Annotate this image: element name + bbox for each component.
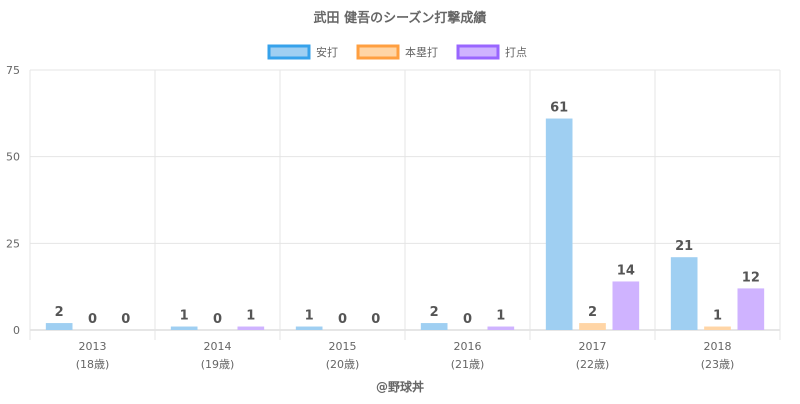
data-label: 12 [742,270,760,285]
bar [737,288,765,330]
data-label: 2 [588,305,597,320]
bar [704,326,731,330]
x-tick-sublabel: (21歳) [451,358,485,371]
x-tick-label: 2014 [204,340,232,353]
x-tick-sublabel: (23歳) [701,358,735,371]
data-label: 0 [213,312,222,327]
y-tick-label: 50 [6,151,20,164]
x-tick-sublabel: (20歳) [326,358,360,371]
data-label: 1 [246,309,255,324]
grid [29,69,781,340]
data-label: 2 [430,305,439,320]
bar [420,323,448,330]
bar [45,323,73,330]
bar [612,281,640,330]
bar [295,326,323,330]
legend-swatch [456,44,500,60]
chart-footer: @野球丼 [376,379,424,394]
bar [487,326,515,330]
legend-swatch [356,44,400,60]
bar [170,326,198,330]
bar [670,257,698,330]
legend: 安打 本塁打 打点 [267,44,527,60]
data-label: 0 [88,312,97,327]
y-tick-label: 75 [6,64,20,77]
x-tick-label: 2013 [79,340,107,353]
data-label: 2 [55,305,64,320]
data-label: 21 [675,239,693,254]
data-label: 0 [463,312,472,327]
data-label: 1 [496,309,505,324]
bars [45,118,765,331]
bar [579,323,606,330]
x-tick-label: 2016 [454,340,482,353]
bar [237,326,265,330]
x-tick-sublabel: (19歳) [201,358,235,371]
y-tick-label: 0 [13,324,20,337]
x-tick-label: 2015 [329,340,357,353]
y-axis: 0 25 50 75 [6,64,20,337]
chart-title: 武田 健吾のシーズン打撃成績 [314,10,487,26]
legend-label: 安打 [316,45,338,59]
legend-label: 打点 [505,45,527,59]
data-label: 0 [121,312,130,327]
data-label: 1 [180,309,189,324]
x-tick-label: 2017 [579,340,607,353]
x-tick-sublabel: (18歳) [76,358,110,371]
data-label: 14 [617,263,635,278]
x-tick-sublabel: (22歳) [576,358,610,371]
data-label: 61 [550,101,568,116]
legend-label: 本塁打 [405,45,438,59]
y-tick-label: 25 [6,237,20,250]
data-label: 1 [305,309,314,324]
x-axis: 2013 (18歳) 2014 (19歳) 2015 (20歳) 2016 (21歳) 2017… [76,340,735,371]
x-tick-label: 2018 [704,340,732,353]
bar [545,118,573,331]
data-label: 0 [371,312,380,327]
data-label: 1 [713,309,722,324]
data-label: 0 [338,312,347,327]
legend-swatch [267,44,311,60]
